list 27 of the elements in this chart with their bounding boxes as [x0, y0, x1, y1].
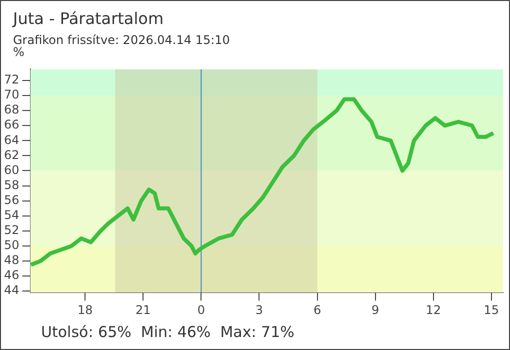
y-tick-label: 56: [4, 192, 20, 207]
x-tick-label: 15: [484, 302, 500, 317]
y-tick-label: 50: [4, 238, 20, 252]
y-tick-label: 72: [4, 72, 20, 87]
x-tick-label: 6: [313, 302, 322, 317]
y-tick-label: 64: [4, 132, 20, 147]
x-tick-label: 0: [197, 302, 205, 317]
y-tick-label: 44: [4, 283, 20, 298]
y-tick-label: 66: [4, 118, 20, 132]
y-axis-title: %: [13, 45, 24, 59]
y-tick-label: 46: [4, 268, 20, 282]
x-tick-label: 21: [135, 302, 151, 317]
y-tick-label: 62: [4, 148, 20, 162]
text: Utolsó: 65% Min: 46% Max: 71%: [41, 323, 294, 341]
y-tick-label: 48: [4, 253, 20, 268]
x-tick-label: 3: [255, 302, 264, 317]
y-tick-label: 54: [4, 208, 20, 222]
x-tick-label: 12: [426, 302, 441, 317]
y-tick-label: 60: [4, 162, 20, 177]
y-tick-label: 68: [4, 102, 20, 117]
chart-subtitle: Grafikon frissítve: 2026.04.14 15:10: [13, 33, 230, 47]
chart-title: Juta - Páratartalom: [13, 9, 164, 28]
y-tick-label: 52: [4, 223, 20, 238]
y-tick-label: 58: [4, 178, 20, 192]
x-tick-label: 18: [77, 302, 93, 317]
x-tick-label: 9: [371, 302, 380, 317]
y-tick-label: 70: [4, 88, 20, 102]
